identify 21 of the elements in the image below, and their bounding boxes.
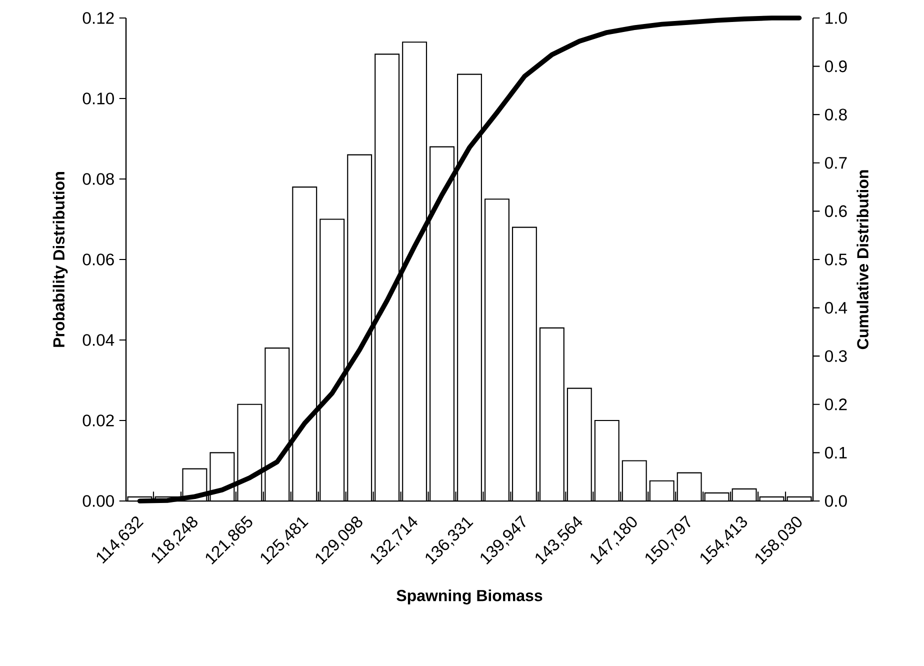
y2-tick-label: 0.5 (825, 254, 847, 266)
y2-tick-label: 0.2 (825, 398, 847, 410)
y-tick-label: 0.02 (82, 414, 114, 426)
y-axis-title: Probability Distribution (52, 172, 68, 347)
y2-tick-label: 1.0 (826, 12, 847, 24)
y-tick-label: 0.06 (82, 254, 114, 266)
y2-tick-label: 0.3 (825, 350, 847, 362)
y2-tick-label: 0.0 (825, 495, 847, 507)
y-tick-label: 0.12 (82, 12, 114, 24)
y2-tick-label: 0.6 (825, 205, 847, 218)
y2-axis-title: Cumulative Distribution (856, 170, 868, 350)
y2-tick-label: 0.9 (825, 60, 847, 72)
y-tick-label: 0.10 (82, 92, 114, 104)
y-tick-label: 0.04 (82, 334, 114, 346)
y2-tick-label: 0.4 (825, 302, 848, 314)
y2-tick-label: 0.8 (825, 108, 847, 120)
y-tick-label: 0.00 (82, 495, 114, 507)
y-tick-label: 0.08 (82, 173, 114, 185)
y2-tick-label: 0.7 (825, 156, 847, 169)
x-axis-title: Spawning Biomass (396, 590, 542, 604)
y2-tick-label: 0.1 (825, 446, 847, 459)
